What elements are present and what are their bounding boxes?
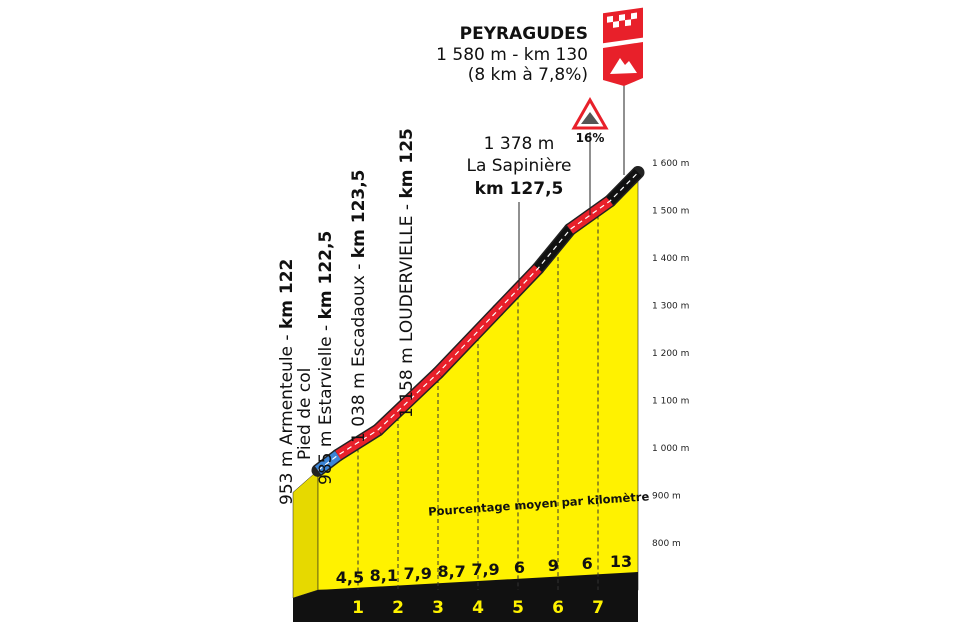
gradient-label: 7,9 xyxy=(404,564,432,583)
y-tick-label: 900 m xyxy=(652,492,681,502)
y-tick-label: 1 600 m xyxy=(652,159,689,169)
km-label: 7 xyxy=(592,598,604,618)
y-tick-label: 1 000 m xyxy=(652,444,689,454)
summit-flag-icon xyxy=(603,42,643,86)
summit-line: (8 km à 7,8%) xyxy=(468,65,588,85)
gradient-label: 4,5 xyxy=(336,568,364,587)
km-label: 4 xyxy=(472,598,484,618)
km-label: 5 xyxy=(512,598,524,618)
climb-point-label: 985 m Estarvielle - km 122,5 xyxy=(316,231,336,485)
gradient-label: 9 xyxy=(548,556,559,575)
climb-point-km: km 125 xyxy=(397,128,417,198)
y-tick-label: 1 100 m xyxy=(652,397,689,407)
waypoint-km: km 127,5 xyxy=(475,179,564,199)
y-tick-label: 1 300 m xyxy=(652,302,689,312)
gradient-label: 13 xyxy=(610,552,632,571)
gradient-label: 6 xyxy=(514,558,525,577)
base-band xyxy=(293,572,638,622)
warning-label: 16% xyxy=(576,131,605,145)
waypoint-altitude: 1 378 m xyxy=(484,134,555,154)
gradient-label: 7,9 xyxy=(471,560,499,579)
road-centerline xyxy=(317,172,639,471)
summit-line: 1 580 m - km 130 xyxy=(436,45,588,65)
y-tick-label: 800 m xyxy=(652,539,681,549)
km-label: 1 xyxy=(352,598,364,618)
climb-point-km: km 122,5 xyxy=(316,231,336,320)
climb-point-note: Pied de col xyxy=(295,368,315,460)
finish-flag-icon xyxy=(603,7,643,44)
gradient-label: 8,7 xyxy=(437,562,465,581)
km-label: 2 xyxy=(392,598,404,618)
km-label: 6 xyxy=(552,598,564,618)
climb-point-text: 953 m Armenteule - xyxy=(277,329,297,505)
climb-point-label: 1 038 m Escadaoux - km 123,5 xyxy=(349,169,369,443)
climb-point-label: 1 158 m LOUDERVIELLE - km 125 xyxy=(397,128,417,418)
km-label: 3 xyxy=(432,598,444,618)
climb-point-text: 1 038 m Escadaoux - xyxy=(349,258,369,443)
warning-icon-mountain xyxy=(581,112,599,124)
gradient-label: 8,1 xyxy=(370,566,398,585)
y-tick-label: 1 200 m xyxy=(652,349,689,359)
climb-point-text: 1 158 m LOUDERVIELLE - xyxy=(397,199,417,418)
y-tick-label: 1 400 m xyxy=(652,254,689,264)
climb-point-label: 953 m Armenteule - km 122 xyxy=(277,259,297,505)
summit-name: PEYRAGUDES xyxy=(460,24,588,44)
climb-point-km: km 123,5 xyxy=(349,169,369,258)
profile-layer: 800 m 900 m 1 000 m 1 100 m 1 200 m 1 300 m 1 … xyxy=(292,159,689,622)
waypoint-name: La Sapinière xyxy=(466,156,571,176)
y-tick-label: 1 500 m xyxy=(652,207,689,217)
road-segment xyxy=(374,369,442,434)
climb-point-text: 985 m Estarvielle - xyxy=(316,319,336,485)
climb-point-km: km 122 xyxy=(277,259,297,329)
gradient-label: 6 xyxy=(582,554,593,573)
